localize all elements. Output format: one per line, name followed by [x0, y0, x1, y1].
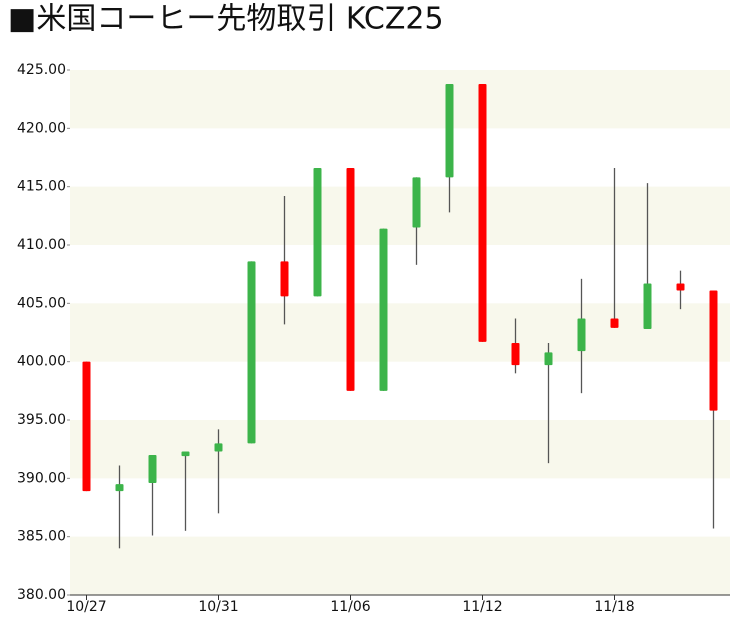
- x-tick-label: 11/18: [594, 599, 634, 615]
- y-tick-label: 420.00: [17, 120, 66, 136]
- x-tick-label: 11/06: [330, 599, 370, 615]
- candle-body: [280, 261, 289, 297]
- band: [70, 536, 730, 595]
- candle-body: [544, 352, 553, 366]
- candle-body: [577, 318, 586, 352]
- band: [70, 186, 730, 245]
- y-tick-label: 400.00: [17, 354, 66, 370]
- x-tick-label: 10/27: [66, 599, 106, 615]
- y-tick-label: 380.00: [17, 587, 66, 603]
- band: [70, 420, 730, 479]
- candle-body: [214, 443, 223, 452]
- y-tick-label: 405.00: [17, 295, 66, 311]
- candle-body: [115, 484, 124, 492]
- candle-body: [610, 318, 619, 328]
- candle-body: [346, 168, 355, 391]
- candle-body: [478, 84, 487, 342]
- candle-body: [445, 84, 454, 178]
- candle-body: [412, 177, 421, 228]
- chart-title: ■米国コーヒー先物取引 KCZ25: [8, 2, 444, 37]
- y-tick-label: 425.00: [17, 62, 66, 78]
- candle-body: [643, 283, 652, 329]
- y-tick-label: 410.00: [17, 237, 66, 253]
- candle-body: [313, 168, 322, 297]
- candle-body: [676, 283, 685, 291]
- x-tick-label: 11/12: [462, 599, 502, 615]
- candle-body: [709, 290, 718, 411]
- y-tick-label: 385.00: [17, 529, 66, 545]
- candle-body: [511, 343, 520, 366]
- y-tick-label: 395.00: [17, 412, 66, 428]
- band: [70, 303, 730, 362]
- candle-body: [181, 451, 190, 457]
- x-tick-label: 10/31: [198, 599, 238, 615]
- candle-body: [148, 455, 157, 483]
- candle-body: [379, 228, 388, 391]
- candle-body: [82, 361, 91, 492]
- band: [70, 70, 730, 129]
- candle-body: [247, 261, 256, 444]
- y-tick-label: 415.00: [17, 179, 66, 195]
- y-tick-label: 390.00: [17, 470, 66, 486]
